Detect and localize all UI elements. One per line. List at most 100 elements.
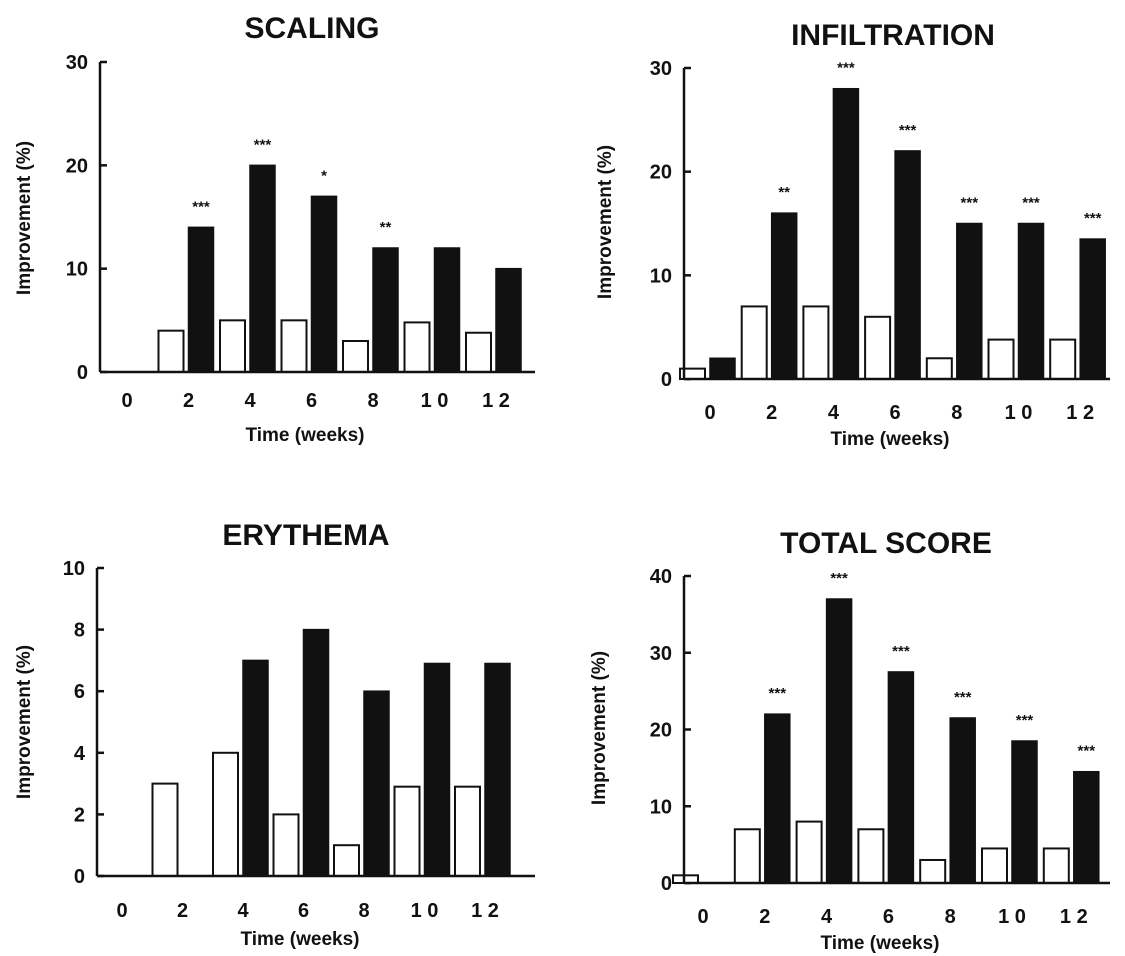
significance-annotations: ********* bbox=[192, 136, 391, 236]
x-tick-label: 0 bbox=[697, 906, 708, 928]
significance-marker: *** bbox=[899, 122, 917, 139]
x-axis-label: Time (weeks) bbox=[831, 429, 950, 450]
x-tick-label: 4 bbox=[828, 402, 840, 424]
significance-annotations: *** *** *** *** *** *** bbox=[769, 570, 1096, 760]
bar-white bbox=[925, 357, 953, 380]
panel-erythema: ERYTHEMA Improvement (%) Time (weeks) 0 2… bbox=[14, 519, 535, 950]
chart-title: INFILTRATION bbox=[791, 19, 995, 52]
y-tick-label: 10 bbox=[66, 259, 88, 281]
significance-marker: *** bbox=[892, 643, 910, 660]
y-tick-label: 0 bbox=[661, 873, 672, 895]
bar-black bbox=[825, 598, 853, 884]
bar-black bbox=[433, 247, 461, 373]
significance-marker: *** bbox=[1084, 210, 1102, 227]
bar-white bbox=[864, 315, 892, 380]
bars bbox=[151, 628, 511, 878]
y-tick-label: 0 bbox=[77, 362, 88, 384]
x-tick-label: 1 2 bbox=[482, 390, 510, 412]
x-tick-label: 8 bbox=[951, 402, 962, 424]
x-ticks: 0 2 4 6 8 1 0 1 2 bbox=[116, 900, 498, 922]
x-tick-label: 6 bbox=[298, 900, 309, 922]
x-tick-label: 4 bbox=[244, 390, 256, 412]
x-tick-label: 4 bbox=[821, 906, 833, 928]
x-ticks: 0 2 4 6 8 1 0 1 2 bbox=[697, 906, 1087, 928]
y-tick-label: 8 bbox=[74, 620, 85, 642]
bar-black bbox=[310, 195, 338, 373]
bar-black bbox=[1079, 238, 1106, 380]
significance-annotations: *********** ****** bbox=[778, 60, 1101, 227]
significance-marker: *** bbox=[769, 685, 787, 702]
x-tick-label: 0 bbox=[704, 402, 715, 424]
x-tick-label: 8 bbox=[358, 900, 369, 922]
bar-white bbox=[1049, 338, 1077, 380]
y-axis-label: Improvement (%) bbox=[595, 145, 616, 299]
bar-black bbox=[1073, 770, 1100, 884]
significance-marker: * bbox=[321, 167, 327, 184]
y-tick-label: 4 bbox=[74, 743, 86, 765]
bar-white bbox=[795, 820, 823, 884]
bar-black bbox=[956, 222, 983, 380]
significance-marker: ** bbox=[380, 219, 392, 236]
y-ticks: 0 10 20 30 bbox=[66, 52, 107, 384]
y-tick-label: 0 bbox=[661, 369, 672, 391]
chart-title: TOTAL SCORE bbox=[780, 527, 992, 560]
x-ticks: 0 2 4 6 8 1 0 1 2 bbox=[121, 390, 509, 412]
bars bbox=[672, 598, 1100, 885]
significance-marker: *** bbox=[961, 195, 979, 212]
panel-infiltration: INFILTRATION Improvement (%) Time (weeks… bbox=[595, 19, 1110, 450]
bar-white bbox=[333, 844, 360, 878]
bar-black bbox=[770, 212, 798, 380]
bar-white bbox=[393, 785, 421, 877]
bars bbox=[157, 164, 522, 374]
chart-title: ERYTHEMA bbox=[222, 519, 389, 552]
bar-black bbox=[1011, 740, 1038, 884]
bar-black bbox=[764, 713, 791, 884]
bar-white bbox=[403, 321, 431, 373]
y-axis-label: Improvement (%) bbox=[14, 141, 35, 295]
y-tick-label: 2 bbox=[74, 804, 85, 826]
x-tick-label: 2 bbox=[177, 900, 188, 922]
y-tick-label: 10 bbox=[63, 558, 85, 580]
bar-white bbox=[919, 858, 947, 884]
bar-black bbox=[363, 690, 390, 877]
x-tick-label: 1 0 bbox=[421, 390, 449, 412]
x-axis-label: Time (weeks) bbox=[246, 425, 365, 446]
x-tick-label: 1 2 bbox=[471, 900, 499, 922]
x-tick-label: 0 bbox=[121, 390, 132, 412]
chart-title: SCALING bbox=[245, 12, 380, 45]
bar-black bbox=[894, 150, 921, 380]
bar-white bbox=[219, 319, 246, 374]
y-tick-label: 6 bbox=[74, 681, 85, 703]
y-tick-label: 30 bbox=[650, 58, 672, 80]
y-tick-label: 40 bbox=[650, 566, 672, 588]
bar-white bbox=[987, 338, 1015, 380]
y-tick-label: 10 bbox=[650, 796, 672, 818]
bar-white bbox=[151, 782, 179, 877]
bar-white bbox=[454, 785, 481, 877]
y-tick-label: 20 bbox=[650, 162, 672, 184]
bar-white bbox=[272, 813, 300, 878]
significance-marker: *** bbox=[1078, 743, 1096, 760]
y-tick-label: 20 bbox=[650, 720, 672, 742]
panel-total-score: TOTAL SCORE Improvement (%) Time (weeks)… bbox=[589, 527, 1110, 954]
bar-black bbox=[887, 671, 915, 884]
bar-black bbox=[242, 659, 269, 877]
y-tick-label: 10 bbox=[650, 265, 672, 287]
bar-white bbox=[465, 331, 492, 374]
bar-black bbox=[302, 628, 330, 877]
x-tick-label: 2 bbox=[766, 402, 777, 424]
x-tick-label: 2 bbox=[183, 390, 194, 412]
bar-black bbox=[423, 662, 451, 877]
x-tick-label: 1 0 bbox=[411, 900, 439, 922]
x-tick-label: 1 0 bbox=[1005, 402, 1033, 424]
significance-marker: *** bbox=[1016, 712, 1034, 729]
bar-black bbox=[495, 267, 522, 373]
bar-white bbox=[1042, 847, 1070, 885]
y-tick-label: 0 bbox=[74, 866, 85, 888]
y-axis-label: Improvement (%) bbox=[589, 651, 610, 805]
bar-white bbox=[740, 305, 768, 380]
significance-marker: ** bbox=[778, 184, 790, 201]
bar-black bbox=[249, 164, 276, 373]
x-tick-label: 8 bbox=[945, 906, 956, 928]
